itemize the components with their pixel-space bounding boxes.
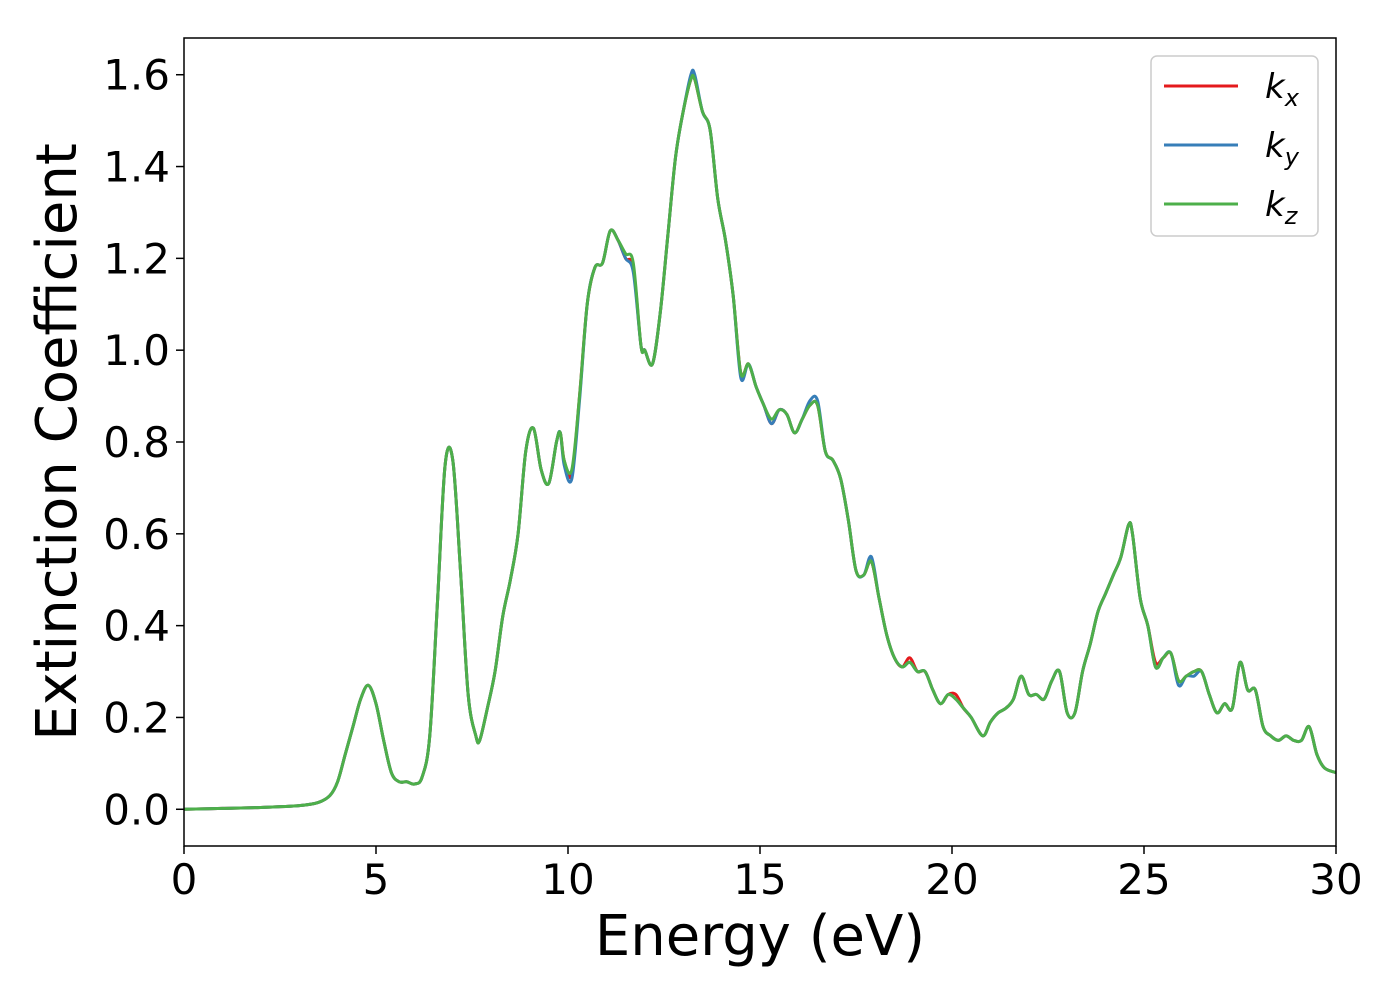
x-tick-label: 5	[363, 855, 390, 904]
legend-label-kz: kz	[1265, 185, 1299, 230]
x-tick-label: 30	[1309, 855, 1362, 904]
y-axis-ticks: 0.0 0.2 0.4 0.6 0.8 1.0 1.2 1.4 1.6	[103, 51, 184, 834]
legend-label-kx: kx	[1265, 67, 1300, 112]
y-tick-label: 0.6	[103, 510, 170, 559]
y-tick-label: 1.4	[103, 143, 170, 192]
legend-label-base: k	[1265, 67, 1286, 107]
legend-label-subscript: z	[1284, 202, 1299, 230]
y-tick-label: 1.0	[103, 326, 170, 375]
y-tick-label: 0.4	[103, 602, 170, 651]
legend-label-base: k	[1265, 185, 1286, 225]
legend-label-subscript: x	[1284, 84, 1300, 112]
x-axis-ticks: 0 5 10 15 20 25 30	[171, 846, 1363, 904]
x-tick-label: 10	[541, 855, 594, 904]
y-tick-label: 1.2	[103, 234, 170, 283]
x-tick-label: 0	[171, 855, 198, 904]
x-tick-label: 15	[733, 855, 786, 904]
series-line-kz	[184, 73, 1336, 811]
x-tick-label: 25	[1117, 855, 1170, 904]
series-layer	[184, 68, 1336, 811]
y-tick-label: 0.0	[103, 785, 170, 834]
legend-label-base: k	[1265, 126, 1286, 166]
x-tick-label: 20	[925, 855, 978, 904]
legend-label-ky: ky	[1265, 126, 1300, 171]
y-tick-label: 1.6	[103, 51, 170, 100]
y-axis-title: Extinction Coefficient	[25, 143, 90, 741]
y-tick-label: 0.2	[103, 693, 170, 742]
y-tick-label: 0.8	[103, 418, 170, 467]
x-axis-title: Energy (eV)	[595, 904, 925, 969]
legend-label-subscript: y	[1284, 143, 1300, 171]
